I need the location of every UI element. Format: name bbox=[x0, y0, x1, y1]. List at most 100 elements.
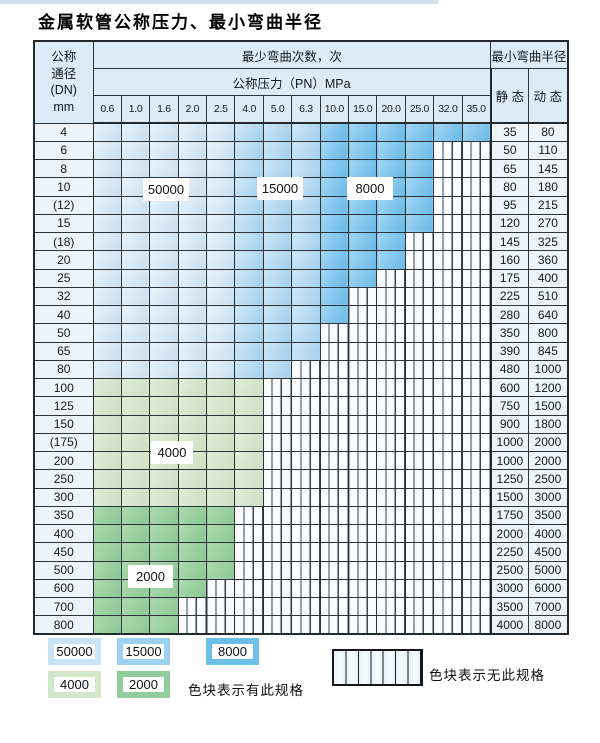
dynamic-radius-cell: 6000 bbox=[528, 578, 569, 599]
dn-cell: 200 bbox=[33, 450, 94, 471]
spec-cell bbox=[461, 596, 492, 617]
spec-cell bbox=[262, 231, 293, 252]
dn-cell: (18) bbox=[33, 231, 94, 252]
spec-cell bbox=[92, 140, 122, 161]
spec-cell bbox=[461, 487, 492, 507]
spec-cell bbox=[177, 304, 208, 325]
pressure-tick: 1.0 bbox=[120, 95, 151, 124]
spec-cell bbox=[348, 596, 378, 617]
spec-cell bbox=[319, 231, 350, 252]
spec-cell bbox=[262, 359, 293, 380]
spec-cell bbox=[348, 450, 378, 471]
dn-cell: 20 bbox=[33, 250, 94, 270]
table-row: 15 120 270 bbox=[33, 213, 569, 234]
spec-cell bbox=[177, 505, 208, 526]
spec-cell bbox=[92, 122, 122, 142]
spec-cell bbox=[234, 122, 264, 142]
dynamic-radius-cell: 2500 bbox=[528, 469, 569, 489]
spec-cell bbox=[177, 341, 208, 361]
page-top-strip bbox=[0, 0, 438, 4]
spec-cell bbox=[92, 578, 122, 599]
spec-cell bbox=[120, 213, 151, 234]
spec-cell bbox=[376, 323, 406, 343]
table-row: (18) 145 325 bbox=[33, 231, 569, 252]
spec-cell bbox=[433, 341, 463, 361]
cycle-zone-label: 4000 bbox=[151, 441, 193, 464]
spec-cell bbox=[348, 487, 378, 507]
pressure-tick: 25.0 bbox=[404, 95, 435, 124]
spec-cell bbox=[177, 487, 208, 507]
dn-cell: 80 bbox=[33, 359, 94, 380]
spec-cell bbox=[291, 377, 321, 398]
spec-cell bbox=[92, 158, 122, 179]
static-radius-cell: 225 bbox=[489, 286, 530, 307]
dn-cell: 4 bbox=[33, 122, 94, 142]
spec-cell bbox=[177, 268, 208, 288]
dn-cell: 250 bbox=[33, 469, 94, 489]
spec-cell bbox=[433, 250, 463, 270]
spec-cell bbox=[291, 469, 321, 489]
spec-cell bbox=[234, 231, 264, 252]
spec-cell bbox=[348, 469, 378, 489]
pressure-tick: 20.0 bbox=[376, 95, 406, 124]
spec-cell bbox=[291, 542, 321, 562]
spec-cell bbox=[206, 377, 236, 398]
dynamic-radius-cell: 325 bbox=[528, 231, 569, 252]
dynamic-radius-cell: 5000 bbox=[528, 560, 569, 580]
spec-cell bbox=[291, 122, 321, 142]
table-row: 65 390 845 bbox=[33, 341, 569, 361]
dynamic-radius-cell: 2000 bbox=[528, 450, 569, 471]
spec-cell bbox=[120, 140, 151, 161]
spec-cell bbox=[291, 250, 321, 270]
spec-cell bbox=[177, 469, 208, 489]
spec-cell bbox=[291, 615, 321, 635]
spec-cell bbox=[376, 268, 406, 288]
spec-cell bbox=[262, 323, 293, 343]
spec-cell bbox=[92, 195, 122, 215]
spec-cell bbox=[348, 396, 378, 416]
spec-cell bbox=[177, 122, 208, 142]
table-row: 32 225 510 bbox=[33, 286, 569, 307]
static-radius-cell: 900 bbox=[489, 414, 530, 434]
spec-cell bbox=[206, 268, 236, 288]
spec-cell bbox=[291, 523, 321, 544]
spec-cell bbox=[177, 359, 208, 380]
spec-cell bbox=[149, 304, 179, 325]
spec-cell bbox=[262, 487, 293, 507]
table-row: 20 160 360 bbox=[33, 250, 569, 270]
spec-cell bbox=[177, 578, 208, 599]
static-radius-cell: 3500 bbox=[489, 596, 530, 617]
spec-cell bbox=[262, 560, 293, 580]
spec-cell bbox=[234, 414, 264, 434]
spec-cell bbox=[348, 377, 378, 398]
spec-cell bbox=[149, 231, 179, 252]
dn-cell: (175) bbox=[33, 432, 94, 453]
dn-cell: 700 bbox=[33, 596, 94, 617]
spec-cell bbox=[234, 596, 264, 617]
spec-cell bbox=[177, 250, 208, 270]
spec-cell bbox=[376, 286, 406, 307]
dn-cell: 32 bbox=[33, 286, 94, 307]
spec-cell bbox=[149, 158, 179, 179]
spec-cell bbox=[149, 268, 179, 288]
pressure-tick: 15.0 bbox=[348, 95, 378, 124]
spec-cell bbox=[234, 213, 264, 234]
spec-cell bbox=[149, 469, 179, 489]
spec-cell bbox=[149, 359, 179, 380]
spec-cell bbox=[433, 231, 463, 252]
spec-cell bbox=[348, 523, 378, 544]
spec-cell bbox=[206, 396, 236, 416]
spec-cell bbox=[404, 359, 435, 380]
dynamic-radius-cell: 215 bbox=[528, 195, 569, 215]
spec-cell bbox=[291, 505, 321, 526]
spec-cell bbox=[92, 341, 122, 361]
spec-cell bbox=[262, 341, 293, 361]
table-row: 400 2000 4000 bbox=[33, 523, 569, 544]
spec-cell bbox=[120, 432, 151, 453]
static-radius-cell: 50 bbox=[489, 140, 530, 161]
static-radius-cell: 3000 bbox=[489, 578, 530, 599]
spec-cell bbox=[348, 122, 378, 142]
spec-cell bbox=[319, 487, 350, 507]
pressure-tick: 2.5 bbox=[206, 95, 236, 124]
spec-cell bbox=[404, 122, 435, 142]
